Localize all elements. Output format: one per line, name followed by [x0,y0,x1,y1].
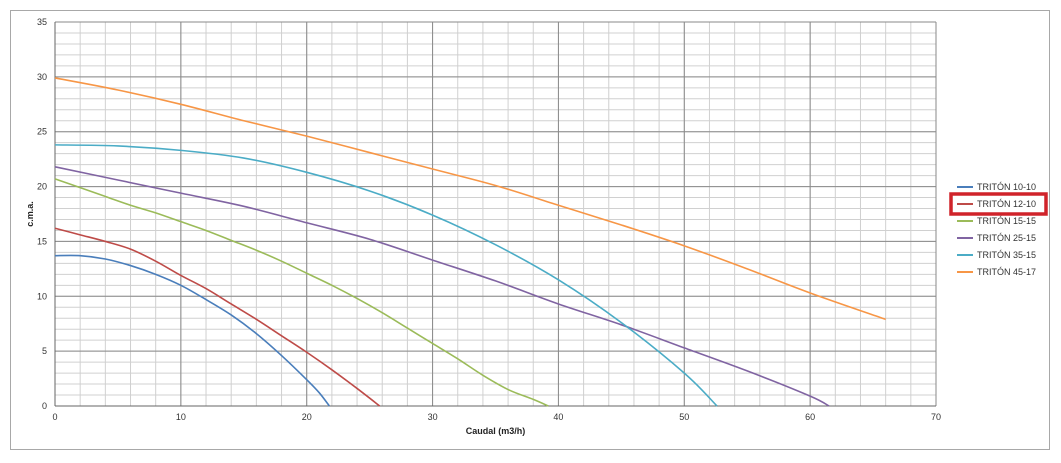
series-line-1 [54,254,331,407]
y-tick-label: 5 [42,346,47,356]
x-tick-label: 0 [52,412,57,422]
legend-highlight-box [949,192,1048,216]
x-tick-label: 30 [428,412,438,422]
series-line-2 [54,227,381,407]
x-tick-label: 70 [931,412,941,422]
y-tick-label: 10 [37,291,47,301]
grid-minor [54,21,937,407]
legend-entry-label: TRITÓN 45-17 [977,267,1036,277]
tick-labels: 0 10 20 30 40 50 60 70 0 5 10 15 20 25 30 35 [37,17,941,422]
x-axis-title: Caudal (m3/h) [466,426,526,436]
x-tick-label: 10 [176,412,186,422]
axes [54,22,936,407]
series-lines [54,77,886,407]
legend-entry-label: TRITÓN 10-10 [977,182,1036,192]
series-line-3 [54,178,549,407]
x-tick-label: 20 [302,412,312,422]
plot-area [55,22,936,406]
legend-entry-label: TRITÓN 25-15 [977,233,1036,243]
y-tick-label: 20 [37,182,47,192]
legend-entry-label: TRITÓN 35-15 [977,250,1036,260]
series-line-4 [54,166,830,407]
legend: TRITÓN 10-10 TRITÓN 12-10 TRITÓN 15-15 TRIT… [949,182,1048,277]
x-tick-label: 40 [553,412,563,422]
legend-entry-label: TRITÓN 12-10 [977,199,1036,209]
series-line-6 [54,77,886,321]
legend-entry-label: TRITÓN 15-15 [977,216,1036,226]
x-tick-label: 60 [805,412,815,422]
y-tick-label: 30 [37,72,47,82]
y-tick-label: 25 [37,127,47,137]
y-axis-title: c.m.a. [25,201,35,227]
series-line-5 [54,144,718,407]
y-tick-label: 15 [37,236,47,246]
y-tick-label: 0 [42,401,47,411]
y-tick-label: 35 [37,17,47,27]
x-tick-label: 50 [679,412,689,422]
